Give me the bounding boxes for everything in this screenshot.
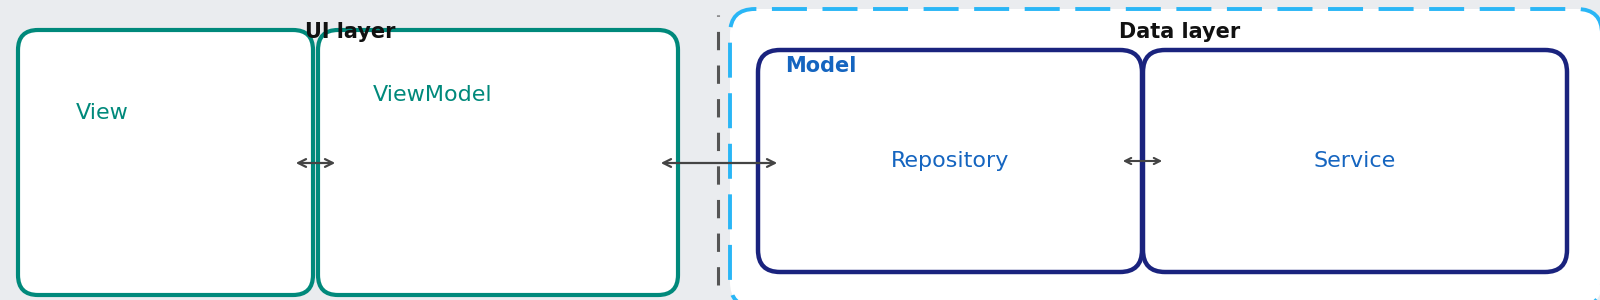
FancyBboxPatch shape bbox=[730, 9, 1600, 300]
Text: Data layer: Data layer bbox=[1120, 22, 1240, 42]
Text: Model: Model bbox=[786, 56, 856, 76]
Text: Service: Service bbox=[1314, 151, 1397, 171]
Text: Repository: Repository bbox=[891, 151, 1010, 171]
FancyBboxPatch shape bbox=[758, 50, 1142, 272]
Text: ViewModel: ViewModel bbox=[373, 85, 493, 105]
Text: UI layer: UI layer bbox=[304, 22, 395, 42]
FancyBboxPatch shape bbox=[318, 30, 678, 295]
FancyBboxPatch shape bbox=[1142, 50, 1566, 272]
FancyBboxPatch shape bbox=[18, 30, 314, 295]
Text: View: View bbox=[77, 103, 130, 123]
